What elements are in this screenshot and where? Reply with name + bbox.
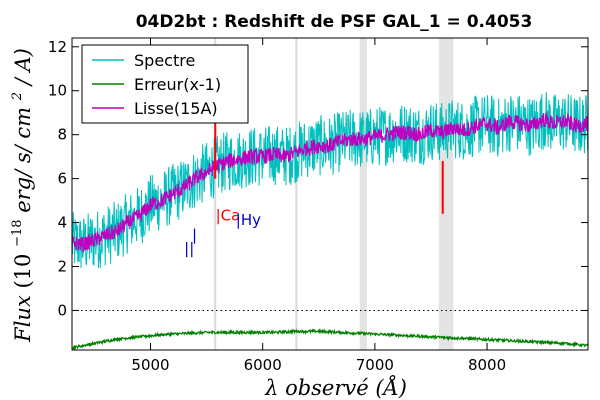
x-tick-label-0: 5000	[131, 356, 169, 374]
series-erreur-x-1	[71, 328, 589, 351]
x-tick-label-1: 6000	[244, 356, 282, 374]
line-id-0: ||	[184, 239, 194, 257]
gray-bands	[359, 38, 454, 350]
y-label-units: erg/ s/ cm	[11, 107, 35, 213]
y-tick-label-2: 4	[57, 214, 67, 232]
series-spectre	[71, 92, 589, 269]
y-label-flux: Flux	[11, 295, 35, 343]
legend-entry-lisse: Lisse(15A)	[134, 99, 218, 118]
series-lisse-15a	[71, 111, 589, 253]
y-tick-label-4: 8	[57, 126, 67, 144]
y-tick-label-6: 12	[48, 38, 67, 56]
line-id-labels: ||| |Ca|Hy	[184, 206, 261, 257]
y-label-sq: 2	[10, 92, 25, 101]
line-id-2: |Ca	[216, 206, 241, 224]
legend-entry-erreur: Erreur(x-1)	[134, 75, 221, 94]
chart-title: 04D2bt : Redshift de PSF GAL_1 = 0.4053	[136, 12, 533, 32]
tick-group: 5000 6000 7000 8000 0 2 4 6 8 10 12	[48, 38, 588, 374]
y-tick-label-5: 10	[48, 82, 67, 100]
line-id-3: |Hy	[236, 211, 261, 229]
plot-frame	[71, 37, 589, 351]
gray-band-1	[438, 38, 454, 350]
y-axis-label: Flux (10 −18 erg/ s/ cm 2 / A)	[2, 48, 35, 343]
gray-band-0	[359, 38, 368, 350]
x-tick-label-3: 8000	[468, 356, 506, 374]
legend-entry-spectre: Spectre	[134, 51, 195, 70]
y-label-open: (10	[11, 254, 35, 289]
series-group	[71, 92, 589, 351]
y-tick-label-3: 6	[57, 170, 67, 188]
y-tick-label-0: 0	[57, 301, 67, 319]
legend: Spectre Erreur(x-1) Lisse(15A)	[81, 44, 249, 124]
x-axis-label: λ observé (Å)	[264, 375, 407, 400]
y-label-exp: −18	[10, 219, 25, 246]
y-tick-label-1: 2	[57, 258, 67, 276]
x-tick-label-2: 7000	[356, 356, 394, 374]
y-label-tail: / A)	[11, 48, 35, 87]
line-id-1: |	[192, 226, 197, 244]
